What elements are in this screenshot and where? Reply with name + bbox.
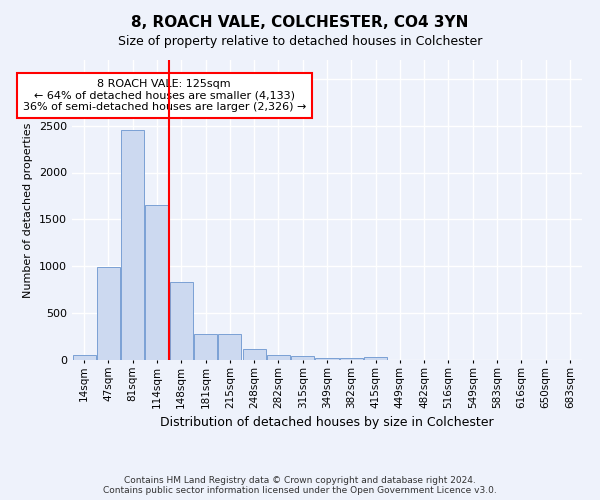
Bar	[267, 356, 290, 360]
Bar	[97, 266, 120, 360]
Bar	[145, 206, 169, 360]
Bar	[121, 130, 144, 360]
Bar	[170, 282, 193, 360]
Bar	[73, 355, 95, 360]
Bar	[194, 334, 217, 360]
Y-axis label: Number of detached properties: Number of detached properties	[23, 122, 34, 298]
Bar	[340, 358, 363, 360]
Text: 8, ROACH VALE, COLCHESTER, CO4 3YN: 8, ROACH VALE, COLCHESTER, CO4 3YN	[131, 15, 469, 30]
Bar	[316, 358, 338, 360]
Text: Size of property relative to detached houses in Colchester: Size of property relative to detached ho…	[118, 35, 482, 48]
Bar	[242, 349, 266, 360]
Bar	[218, 334, 241, 360]
Bar	[291, 356, 314, 360]
Bar	[364, 357, 387, 360]
Text: Contains HM Land Registry data © Crown copyright and database right 2024.
Contai: Contains HM Land Registry data © Crown c…	[103, 476, 497, 495]
Text: 8 ROACH VALE: 125sqm
← 64% of detached houses are smaller (4,133)
36% of semi-de: 8 ROACH VALE: 125sqm ← 64% of detached h…	[23, 78, 306, 112]
X-axis label: Distribution of detached houses by size in Colchester: Distribution of detached houses by size …	[160, 416, 494, 429]
